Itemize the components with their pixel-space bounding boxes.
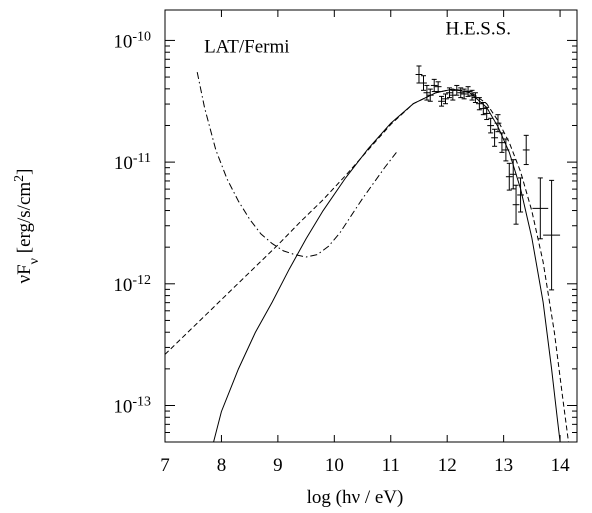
y-tick-label: 10-12 — [113, 272, 151, 296]
tick-labels: 7 8 9 10 11 12 13 14 10-10 10-11 10-12 10-13 — [113, 29, 570, 476]
hess-point — [434, 81, 442, 93]
series-line-dash-dot — [196, 71, 397, 258]
x-tick-label: 14 — [551, 455, 571, 476]
hess-point — [483, 106, 491, 121]
hess-point — [446, 87, 453, 99]
x-axis-label: log (hν / eV) — [307, 487, 404, 508]
hess-point — [509, 159, 517, 190]
x-tick-label: 10 — [325, 455, 344, 476]
hess-point — [420, 75, 427, 91]
hess-point — [491, 128, 498, 147]
axis-ticks — [164, 10, 577, 442]
x-tick-label: 7 — [160, 455, 170, 476]
hess-point — [494, 114, 502, 133]
hess-point — [468, 89, 476, 101]
hess-point — [498, 132, 506, 153]
y-tick-label: 10-10 — [113, 29, 151, 53]
hess-point — [442, 93, 449, 105]
hess-point — [522, 134, 530, 166]
annotation-label: LAT/Fermi — [204, 37, 290, 58]
hess-point — [438, 95, 445, 107]
hess-point — [532, 177, 549, 240]
hess-point — [502, 138, 510, 162]
hess-point — [512, 184, 520, 225]
x-tick-label: 13 — [494, 455, 513, 476]
hess-point — [423, 84, 431, 101]
x-tick-label: 8 — [217, 455, 227, 476]
hess-point — [457, 87, 465, 99]
series-line-solid — [213, 88, 561, 442]
annotation-label: H.E.S.S. — [445, 18, 510, 39]
hess-point — [479, 101, 487, 116]
hess-point — [426, 88, 434, 102]
hess-point — [464, 86, 472, 97]
series-line-dashed — [165, 88, 569, 442]
hess-data-points — [415, 65, 561, 291]
annotations: LAT/Fermi H.E.S.S. — [204, 18, 511, 57]
hess-point — [475, 97, 483, 111]
hess-point — [430, 78, 438, 93]
x-tick-label: 12 — [438, 455, 457, 476]
hess-point — [517, 177, 524, 213]
y-tick-label: 10-11 — [114, 151, 151, 175]
hess-point — [487, 117, 495, 134]
hess-point — [453, 84, 461, 96]
model-curves — [165, 71, 569, 442]
x-tick-label: 11 — [382, 455, 400, 476]
hess-point — [543, 179, 561, 291]
hess-point — [460, 88, 468, 100]
y-axis-label: νFν [erg/s/cm2] — [12, 168, 42, 283]
x-tick-label: 9 — [273, 455, 283, 476]
hess-point — [505, 162, 513, 191]
hess-point — [415, 65, 423, 84]
y-tick-label: 10-13 — [113, 394, 151, 418]
plot-frame — [164, 9, 578, 443]
